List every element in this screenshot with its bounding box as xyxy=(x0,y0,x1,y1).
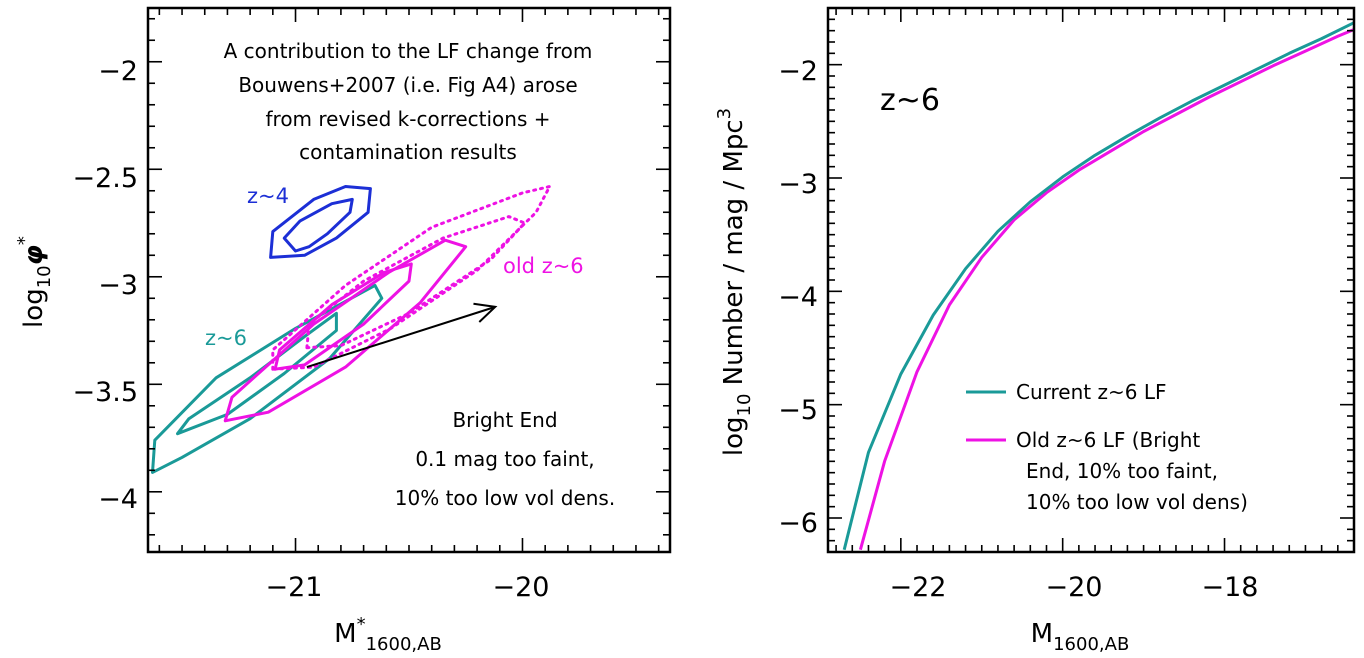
legend-label-old: Old z~6 LF (Bright xyxy=(1016,428,1200,452)
contour-3-inner xyxy=(305,215,527,350)
old-z6-contour-label: old z~6 xyxy=(503,254,584,278)
right-ytick-label: −6 xyxy=(778,508,818,539)
left-x-axis-label: M*1600,AB xyxy=(334,614,442,655)
redshift-label: z~6 xyxy=(880,83,940,118)
z6-contour-label: z~6 xyxy=(205,326,247,350)
left-annotation-line: contamination results xyxy=(299,140,517,164)
contour-3-outer xyxy=(271,185,552,371)
contour-0-inner xyxy=(282,197,354,253)
left-xtick-label: −21 xyxy=(266,572,323,603)
z4-contour-label: z~4 xyxy=(247,184,289,208)
contour-2-outer xyxy=(223,238,468,423)
right-panel: −2 −3 −4 −5 −6 −22 −20 −18 M1600,AB log1… xyxy=(714,6,1356,655)
left-ytick-label: −4 xyxy=(98,484,138,515)
left-xtick-label: −20 xyxy=(493,572,550,603)
right-y-axis-label: log10 Number / mag / Mpc3 xyxy=(714,108,755,456)
legend-label-current: Current z~6 LF xyxy=(1016,380,1166,404)
shift-arrow-line xyxy=(306,305,496,369)
left-plot-frame xyxy=(146,6,672,554)
contour-0-outer xyxy=(269,185,372,259)
shift-arrow-head xyxy=(473,302,498,323)
left-annotation-line: Bouwens+2007 (i.e. Fig A4) arose xyxy=(238,73,577,97)
contour-2-inner xyxy=(273,262,413,371)
bright-end-note-line: Bright End xyxy=(452,408,557,432)
contour-1-inner xyxy=(176,311,338,436)
right-ytick-label: −4 xyxy=(778,282,818,313)
left-ytick-label: −3 xyxy=(98,270,138,301)
left-plot-content xyxy=(151,185,552,474)
bright-end-note-line: 10% too low vol dens. xyxy=(395,486,615,510)
left-annotation-line: from revised k-corrections + xyxy=(266,107,551,131)
right-ytick-label: −5 xyxy=(778,395,818,426)
legend-label-old: 10% too low vol dens) xyxy=(1026,490,1248,514)
right-x-axis-label: M1600,AB xyxy=(1031,619,1130,655)
left-y-axis-label: log10φ* xyxy=(14,236,55,328)
left-ytick-label: −2 xyxy=(98,56,138,87)
contour-1-outer xyxy=(151,283,384,474)
right-ytick-label: −3 xyxy=(778,169,818,200)
right-xtick-label: −22 xyxy=(890,572,947,603)
right-xtick-label: −20 xyxy=(1046,572,1103,603)
lf-curve-old xyxy=(858,28,1355,551)
right-plot-content xyxy=(842,21,1355,551)
left-ytick-label: −2.5 xyxy=(72,163,138,194)
right-ytick-label: −2 xyxy=(778,56,818,87)
right-xtick-label: −18 xyxy=(1202,572,1259,603)
left-panel: −2 −2.5 −3 −3.5 −4 −21 −20 M*1600,AB log… xyxy=(14,6,672,655)
bright-end-note-line: 0.1 mag too faint, xyxy=(415,447,594,471)
left-ytick-label: −3.5 xyxy=(72,377,138,408)
left-annotation-line: A contribution to the LF change from xyxy=(224,39,593,63)
right-plot-frame xyxy=(826,6,1356,554)
legend-label-old: End, 10% too faint, xyxy=(1026,459,1218,483)
lf-curve-current xyxy=(842,21,1355,551)
